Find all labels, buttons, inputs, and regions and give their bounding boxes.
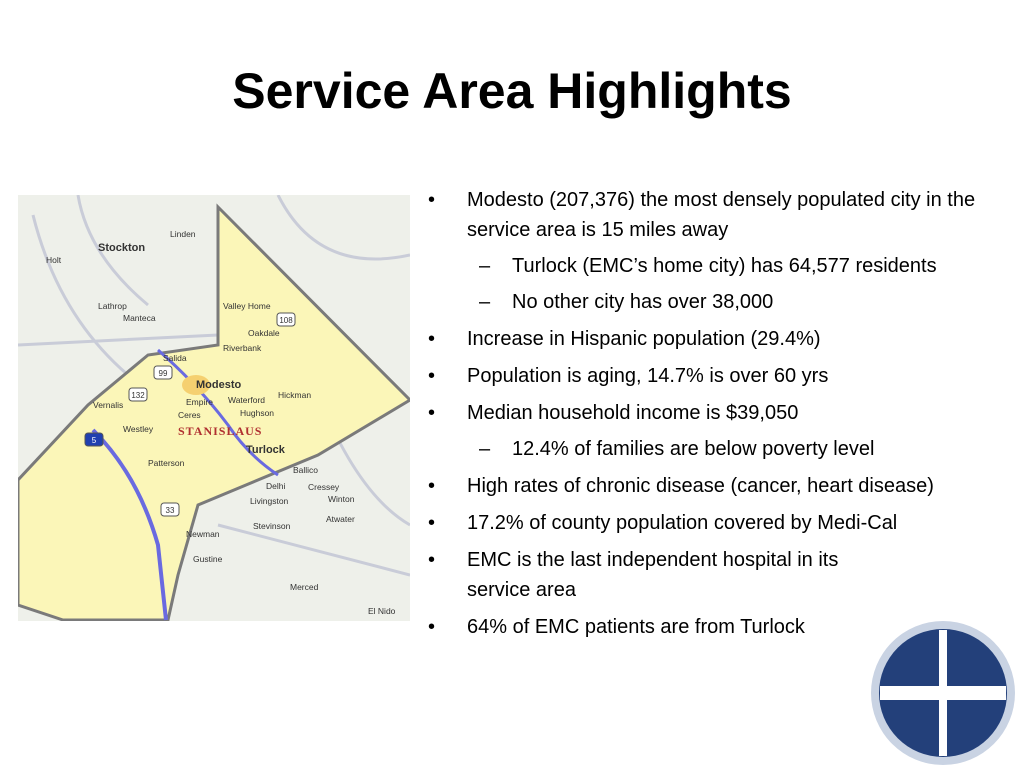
place-label: Patterson xyxy=(148,458,185,468)
place-label: Turlock xyxy=(246,444,286,456)
place-label: Stevinson xyxy=(253,521,291,531)
place-label: Holt xyxy=(46,255,62,265)
bullet-list: Modesto (207,376) the most densely popul… xyxy=(428,185,978,649)
place-label: Hughson xyxy=(240,408,274,418)
route-shield xyxy=(153,365,173,380)
sub-bullet: No other city has over 38,000 xyxy=(467,287,978,317)
place-label: Hickman xyxy=(278,390,311,400)
sub-list: 12.4% of families are below poverty leve… xyxy=(467,434,978,464)
bullet: High rates of chronic disease (cancer, h… xyxy=(428,471,978,501)
bullet: Increase in Hispanic population (29.4%) xyxy=(428,324,978,354)
bullet: 17.2% of county population covered by Me… xyxy=(428,508,978,538)
interstate-5 xyxy=(91,428,168,621)
place-label: Winton xyxy=(328,494,355,504)
place-label: Stockton xyxy=(98,242,145,254)
bullet: EMC is the last independent hospital in … xyxy=(428,545,978,605)
bullet: Population is aging, 14.7% is over 60 yr… xyxy=(428,361,978,391)
place-label: Valley Home xyxy=(223,301,271,311)
route-shield xyxy=(128,387,148,402)
place-label: Atwater xyxy=(326,514,355,524)
bullet: 64% of EMC patients are from Turlock xyxy=(428,612,978,642)
bullet-text: Modesto (207,376) the most densely popul… xyxy=(467,189,976,241)
county-label: STANISLAUS xyxy=(178,424,262,438)
place-label: Gustine xyxy=(193,554,223,564)
place-label: Modesto xyxy=(196,379,242,391)
place-label: Empire xyxy=(186,397,213,407)
map: Stockton Linden Holt Lathrop Manteca Valley H… xyxy=(18,195,410,621)
county-shape xyxy=(18,203,410,621)
place-label: Ceres xyxy=(178,410,201,420)
bullet: Modesto (207,376) the most densely popul… xyxy=(428,185,978,317)
sub-list: Turlock (EMC’s home city) has 64,577 res… xyxy=(467,251,978,317)
place-label: Lathrop xyxy=(98,301,127,311)
place-label: Cressey xyxy=(308,482,340,492)
bullet-text: Median household income is $39,050 xyxy=(467,402,799,424)
sub-bullet: Turlock (EMC’s home city) has 64,577 res… xyxy=(467,251,978,281)
background-roads xyxy=(18,195,410,577)
bullet: Median household income is $39,050 12.4%… xyxy=(428,398,978,464)
place-label: Westley xyxy=(123,424,154,434)
place-label: Newman xyxy=(186,529,220,539)
place-label: El Nido xyxy=(368,606,396,616)
logo xyxy=(871,621,1015,765)
place-label: Waterford xyxy=(228,395,265,405)
route-number: 5 xyxy=(92,436,97,445)
place-label: Ballico xyxy=(293,465,318,475)
place-label: Manteca xyxy=(123,313,156,323)
place-label: Livingston xyxy=(250,496,289,506)
place-label: Linden xyxy=(170,229,196,239)
logo-cross xyxy=(880,630,1006,756)
route-number: 132 xyxy=(131,391,145,400)
route-shield xyxy=(84,432,104,447)
place-label: Vernalis xyxy=(93,400,123,410)
place-label: Delhi xyxy=(266,481,285,491)
place-label: Merced xyxy=(290,582,319,592)
highway-99 xyxy=(157,348,279,477)
bullet-text: EMC is the last independent hospital in … xyxy=(467,549,839,601)
route-number: 33 xyxy=(166,506,175,515)
place-label: Salida xyxy=(163,353,187,363)
place-label: Oakdale xyxy=(248,328,280,338)
place-label: Riverbank xyxy=(223,343,262,353)
sub-bullet: 12.4% of families are below poverty leve… xyxy=(467,434,978,464)
route-number: 99 xyxy=(159,369,168,378)
route-shield xyxy=(276,312,296,327)
route-shield xyxy=(160,502,180,517)
slide-title: Service Area Highlights xyxy=(232,63,792,119)
route-number: 108 xyxy=(279,316,293,325)
modesto-urban xyxy=(182,375,210,395)
